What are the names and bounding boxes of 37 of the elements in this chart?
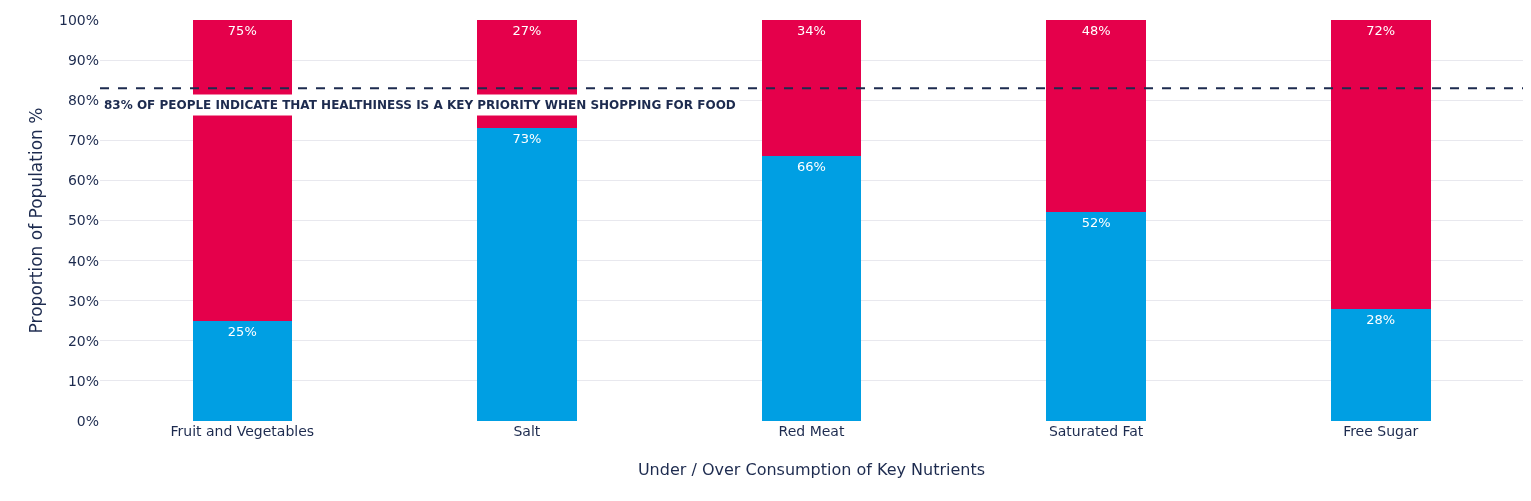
- y-tick-label: 30%: [67, 292, 99, 309]
- y-axis-title: Proportion of Population %: [25, 107, 46, 334]
- y-tick-label: 40%: [67, 252, 99, 269]
- data-label: 73%: [512, 131, 542, 147]
- x-tick-label: Red Meat: [778, 423, 845, 439]
- bar: [192, 320, 293, 421]
- ref-line-label: 83% OF PEOPLE INDICATE THAT HEALTHINESS IS A KEY PRIORITY WHEN SHOPPING FOR FOOD: [104, 98, 736, 112]
- y-tick-label: 0%: [76, 412, 99, 429]
- bar: [1046, 20, 1146, 213]
- data-label: 72%: [1366, 23, 1396, 38]
- x-tick-label: Free Sugar: [1343, 423, 1419, 439]
- y-tick-label: 80%: [67, 92, 99, 109]
- y-tick-label: 60%: [67, 172, 99, 189]
- data-label: 52%: [1081, 215, 1111, 231]
- x-tick-label: Fruit and Vegetables: [170, 423, 315, 439]
- bar: [761, 20, 862, 157]
- data-label: 75%: [227, 23, 257, 38]
- x-tick-label: Saturated Fat: [1048, 423, 1144, 439]
- bar: [1330, 308, 1431, 421]
- y-tick-label: 20%: [67, 332, 99, 349]
- data-label: 28%: [1366, 311, 1396, 327]
- bar: [761, 156, 862, 421]
- data-label: 48%: [1081, 23, 1111, 38]
- y-tick-label: 50%: [67, 212, 99, 229]
- y-tick-label: 100%: [58, 11, 99, 28]
- y-tick-label: 90%: [67, 52, 99, 68]
- data-label: 34%: [797, 23, 826, 38]
- data-label: 27%: [512, 23, 542, 38]
- y-tick-label: 70%: [67, 132, 99, 149]
- bar: [1330, 20, 1431, 309]
- bar: [1046, 212, 1146, 421]
- x-tick-label: Salt: [513, 423, 541, 439]
- x-axis-title: Under / Over Consumption of Key Nutrients: [637, 459, 986, 479]
- data-label: 25%: [227, 323, 257, 339]
- data-label: 66%: [797, 159, 826, 175]
- bar: [477, 128, 577, 421]
- y-tick-label: 10%: [67, 372, 99, 389]
